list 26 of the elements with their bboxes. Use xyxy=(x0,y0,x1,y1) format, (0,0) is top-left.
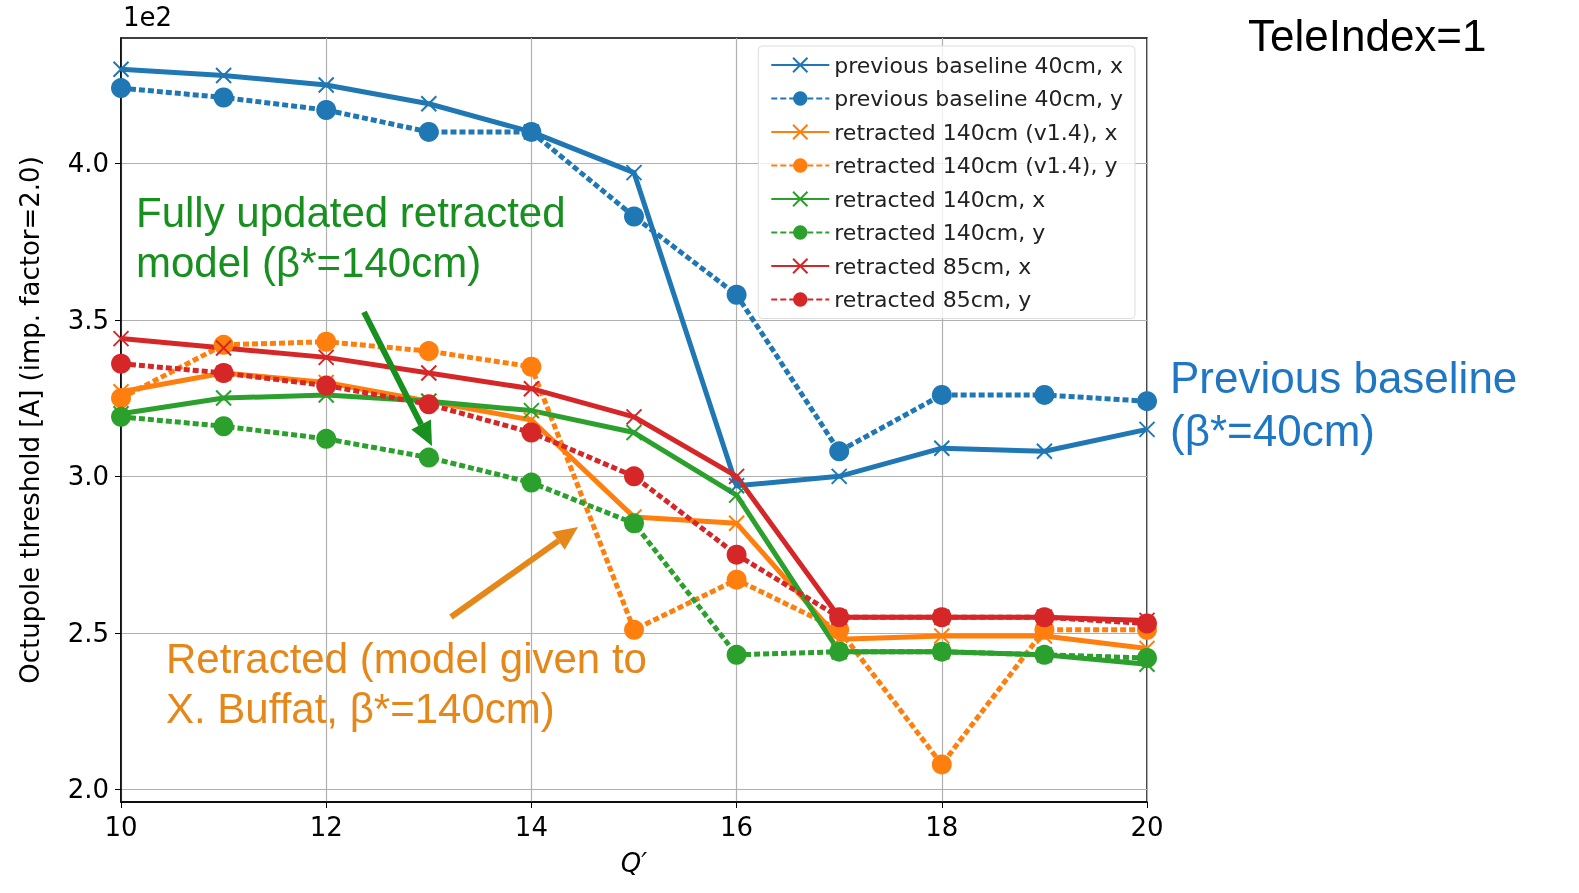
y-tick-label: 2.5 xyxy=(67,617,109,648)
legend-label: retracted 140cm (v1.4), x xyxy=(834,119,1118,145)
annotation: Fully updated retracted model (β*=140cm) xyxy=(136,188,567,289)
legend-label: retracted 85cm, x xyxy=(834,253,1032,279)
text: TeleIndex=1 xyxy=(1248,10,1487,62)
x-tick-label: 10 xyxy=(104,812,138,842)
annotation: Retracted (model given to X. Buffat, β*=140cm) xyxy=(166,634,648,735)
y-tick-label: 4.0 xyxy=(67,148,109,179)
x-tick-label: 16 xyxy=(720,812,754,842)
y-tick-label: 2.0 xyxy=(67,774,109,805)
y-axis-title: Octupole threshold [A] (imp. factor=2.0) xyxy=(15,156,45,684)
legend-label: previous baseline 40cm, y xyxy=(834,86,1123,111)
legend-label: retracted 85cm, y xyxy=(834,287,1032,312)
x-tick-label: 20 xyxy=(1130,812,1164,842)
text: 1e2 xyxy=(123,2,173,34)
text: Previous baseline (β*=40cm) xyxy=(1170,352,1519,457)
legend-label: previous baseline 40cm, x xyxy=(834,52,1123,78)
y-tick-label: 3.5 xyxy=(67,304,109,335)
legend-label: retracted 140cm, x xyxy=(834,186,1046,212)
legend-label: retracted 140cm, y xyxy=(834,220,1046,245)
x-tick-label: 18 xyxy=(925,812,959,842)
x-axis-title: Q′ xyxy=(620,848,648,878)
legend-label: retracted 140cm (v1.4), y xyxy=(834,153,1118,178)
x-tick-label: 12 xyxy=(309,812,343,842)
y-tick-label: 3.0 xyxy=(67,461,109,492)
x-tick-label: 14 xyxy=(514,812,548,842)
